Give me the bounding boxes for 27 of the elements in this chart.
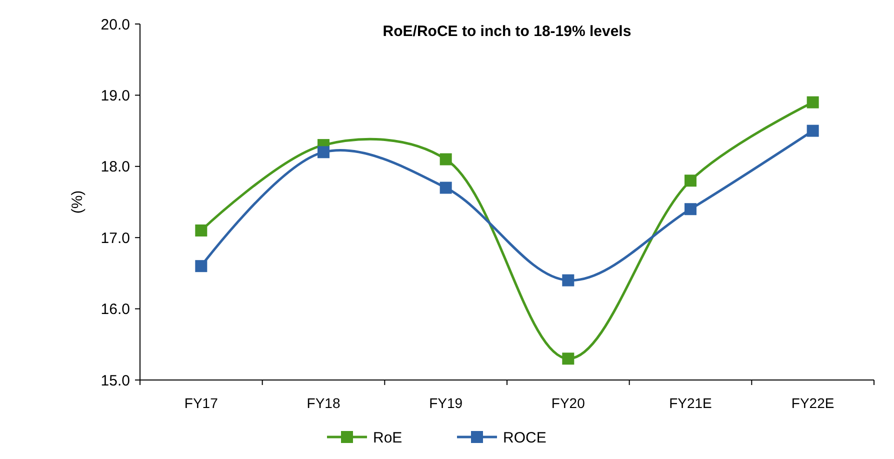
point [806, 124, 819, 137]
point [684, 203, 696, 216]
point [562, 274, 574, 286]
point [195, 260, 208, 272]
y-tick-label: 18.0 [100, 158, 130, 176]
point [440, 182, 452, 194]
y-axis-title: (%) [69, 190, 86, 214]
x-tick-label: FY20 [551, 395, 586, 411]
point [562, 352, 574, 365]
point [195, 224, 208, 236]
x-tick-label: FY18 [306, 395, 340, 411]
x-tick-label: FY17 [184, 395, 218, 411]
point [440, 153, 452, 166]
y-tick-label: 15.0 [100, 372, 130, 390]
point [684, 174, 696, 187]
legend-label: ROCE [503, 429, 546, 446]
legend-label: RoE [373, 429, 402, 446]
x-tick-label: FY19 [429, 395, 463, 411]
x-tick-label: FY21E [669, 395, 712, 411]
y-tick-label: 17.0 [100, 230, 130, 247]
point [318, 146, 330, 158]
y-tick-label: 16.0 [100, 301, 130, 318]
y-tick-label: 20.0 [100, 16, 130, 34]
point [806, 96, 819, 108]
y-tick-label: 19.0 [100, 87, 130, 104]
x-tick-label: FY22E [791, 395, 834, 411]
chart-title: RoE/RoCE to inch to 18-19% levels [382, 23, 632, 40]
